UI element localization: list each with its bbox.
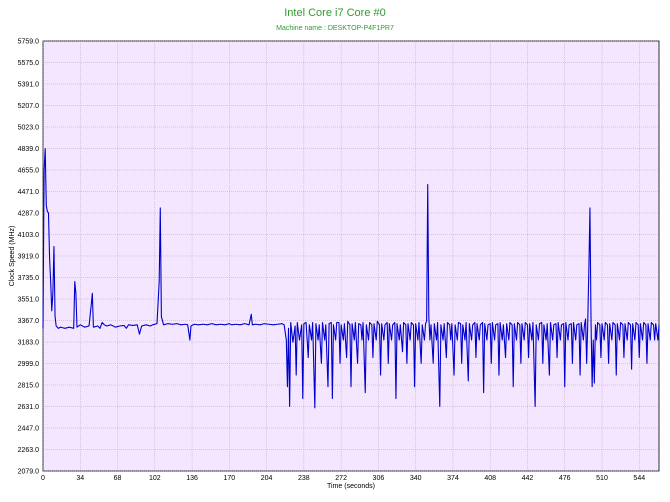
x-tick-label: 272 [335,475,347,482]
y-tick-label: 5207.0 [18,103,40,110]
series-line-0 [42,147,660,409]
x-axis-label: Time (seconds) [327,483,375,490]
x-tick-label: 374 [447,475,459,482]
x-tick-label: 340 [410,475,422,482]
x-tick-label: 204 [261,475,273,482]
x-tick-label: 170 [223,475,235,482]
x-tick-label: 34 [76,475,84,482]
y-axis-label: Clock Speed (MHz) [9,226,16,287]
y-tick-label: 5759.0 [18,39,40,46]
grid-lines [42,40,659,472]
y-tick-label: 4839.0 [18,146,40,153]
x-tick-label: 68 [114,475,122,482]
y-tick-label: 3735.0 [18,275,40,282]
y-tick-label: 3919.0 [18,254,40,261]
y-tick-label: 2079.0 [18,469,40,476]
y-tick-label: 2263.0 [18,447,40,454]
series-layer [42,147,660,409]
y-axis-ticks: 2079.0 2263.0 2447.0 2631.0 2815.0 2999.0 3183… [18,39,40,476]
x-tick-label: 136 [186,475,198,482]
y-tick-label: 2447.0 [18,426,40,433]
x-tick-label: 544 [633,475,645,482]
x-tick-label: 102 [149,475,161,482]
y-tick-label: 4287.0 [18,211,40,218]
x-tick-label: 510 [596,475,608,482]
y-tick-label: 4471.0 [18,189,40,196]
y-tick-label: 2631.0 [18,404,40,411]
x-tick-label: 408 [484,475,496,482]
chart-title: Intel Core i7 Core #0 [284,7,386,19]
x-tick-label: 476 [559,475,571,482]
x-tick-label: 306 [373,475,385,482]
y-tick-label: 5575.0 [18,60,40,67]
y-tick-label: 4103.0 [18,232,40,239]
x-tick-label: 442 [522,475,534,482]
y-tick-label: 3551.0 [18,297,40,304]
y-tick-label: 3183.0 [18,340,40,347]
y-tick-label: 2999.0 [18,361,40,368]
x-tick-label: 238 [298,475,310,482]
x-axis-ticks: 0 34 68 102 136 170 204 238 272 306 340 374 408 442 47… [41,475,645,482]
y-tick-label: 4655.0 [18,168,40,175]
y-tick-label: 5391.0 [18,82,40,89]
x-tick-label: 0 [41,475,45,482]
y-tick-label: 5023.0 [18,125,40,132]
chart-subtitle: Machine name : DESKTOP-P4F1PR7 [276,25,394,32]
y-tick-label: 2815.0 [18,383,40,390]
y-tick-label: 3367.0 [18,318,40,325]
